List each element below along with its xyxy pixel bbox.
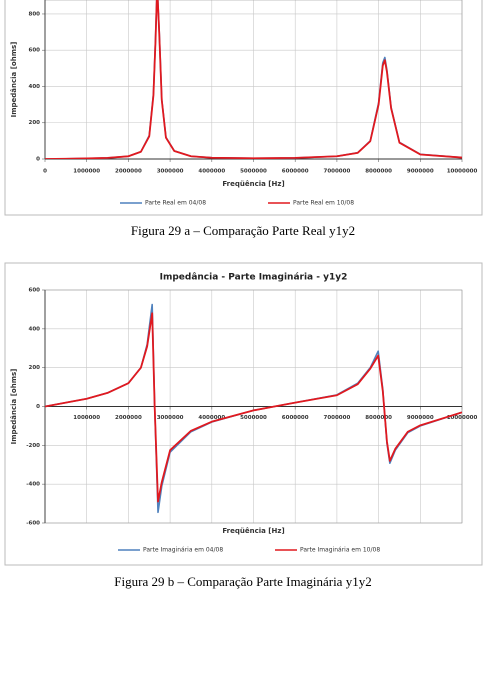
x-tick-label: 4000000 bbox=[198, 415, 225, 421]
x-tick-label: 3000000 bbox=[157, 415, 184, 421]
y-tick-label: 200 bbox=[29, 120, 41, 126]
legend-label: Parte Imaginária em 04/08 bbox=[143, 547, 223, 554]
x-tick-label: 6000000 bbox=[282, 415, 309, 421]
y-tick-label: -600 bbox=[26, 521, 40, 527]
figure-caption: Figura 29 a – Comparação Parte Real y1y2 bbox=[131, 223, 355, 238]
x-tick-label: 6000000 bbox=[282, 169, 309, 175]
series-line bbox=[45, 312, 462, 503]
y-tick-label: 600 bbox=[29, 48, 41, 54]
y-tick-label: -400 bbox=[26, 482, 40, 488]
y-axis-label: Impedância [ohms] bbox=[10, 42, 18, 118]
x-axis-label: Freqüência [Hz] bbox=[222, 180, 284, 188]
y-axis-label: Impedância [ohms] bbox=[10, 369, 18, 445]
x-tick-label: 9000000 bbox=[407, 415, 434, 421]
figure-caption: Figura 29 b – Comparação Parte Imaginári… bbox=[114, 574, 371, 589]
y-tick-label: 200 bbox=[29, 365, 41, 371]
x-tick-label: 3000000 bbox=[157, 169, 184, 175]
x-tick-label: 7000000 bbox=[324, 169, 351, 175]
x-tick-label: 9000000 bbox=[407, 169, 434, 175]
x-tick-label: 10000000 bbox=[447, 169, 478, 175]
y-tick-label: 0 bbox=[36, 404, 40, 410]
x-tick-label: 2000000 bbox=[115, 169, 142, 175]
y-tick-label: 0 bbox=[36, 157, 40, 163]
x-axis-label: Freqüência [Hz] bbox=[222, 527, 284, 535]
x-tick-label: 8000000 bbox=[365, 415, 392, 421]
x-tick-label: 0 bbox=[43, 169, 47, 175]
x-tick-label: 8000000 bbox=[365, 169, 392, 175]
y-tick-label: 600 bbox=[29, 288, 41, 294]
y-tick-label: -200 bbox=[26, 443, 40, 449]
y-tick-label: 400 bbox=[29, 326, 41, 332]
x-tick-label: 5000000 bbox=[240, 169, 267, 175]
x-tick-label: 7000000 bbox=[324, 415, 351, 421]
legend-label: Parte Imaginária em 10/08 bbox=[300, 547, 380, 554]
y-tick-label: 400 bbox=[29, 84, 41, 90]
x-tick-label: 1000000 bbox=[73, 415, 100, 421]
legend-label: Parte Real em 10/08 bbox=[293, 200, 354, 207]
legend-label: Parte Real em 04/08 bbox=[145, 200, 206, 207]
x-tick-label: 1000000 bbox=[73, 169, 100, 175]
chart-frame bbox=[4, 0, 483, 216]
x-tick-label: 5000000 bbox=[240, 415, 267, 421]
x-tick-label: 4000000 bbox=[198, 169, 225, 175]
x-tick-label: 2000000 bbox=[115, 415, 142, 421]
y-tick-label: 800 bbox=[29, 11, 41, 17]
chart-title: Impedância - Parte Imaginária - y1y2 bbox=[160, 273, 348, 283]
series-line bbox=[45, 0, 462, 159]
